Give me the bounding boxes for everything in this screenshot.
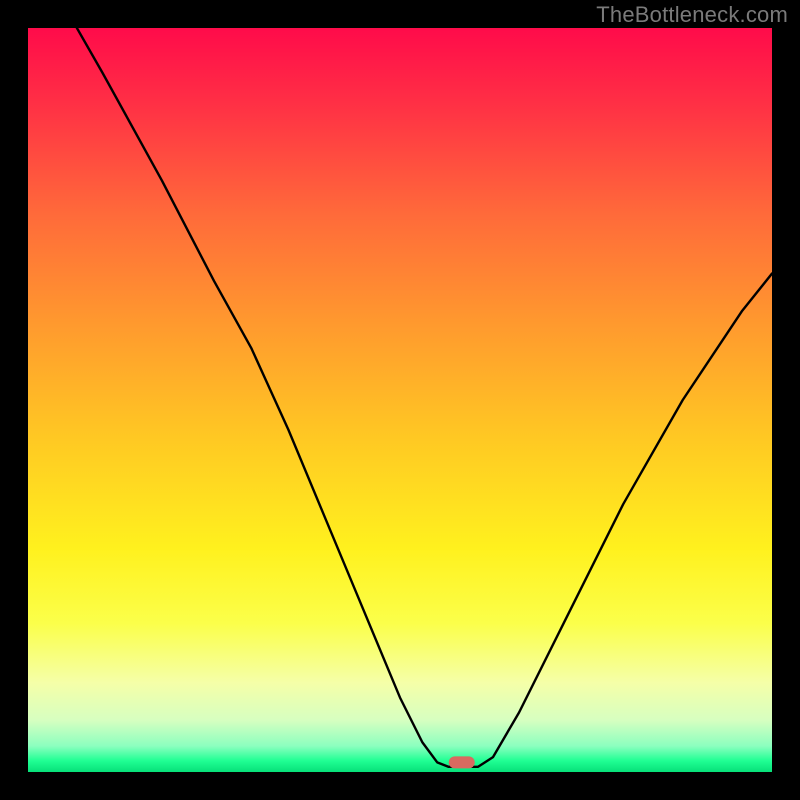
watermark-text: TheBottleneck.com <box>596 2 788 28</box>
optimum-marker <box>449 756 475 768</box>
plot-svg <box>28 28 772 772</box>
plot-area <box>28 28 772 772</box>
